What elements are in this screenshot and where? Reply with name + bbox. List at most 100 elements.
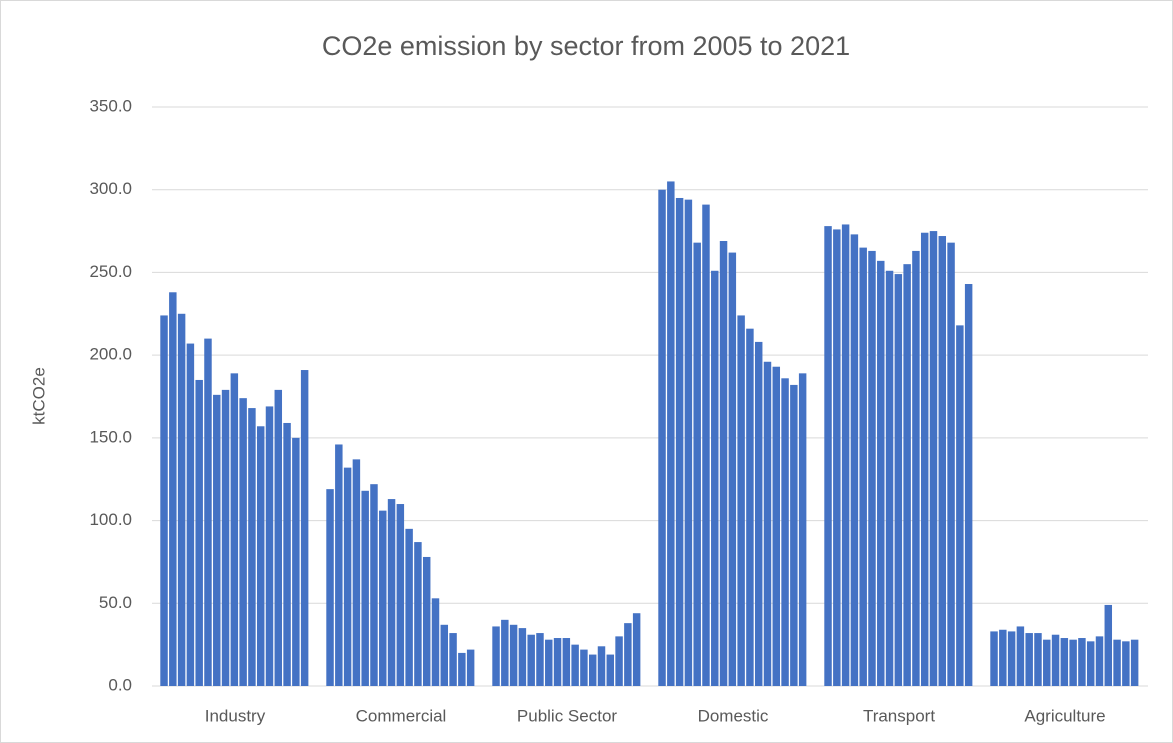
bar <box>1016 626 1025 686</box>
bar <box>675 197 684 686</box>
bar <box>343 467 352 686</box>
bar <box>571 644 579 686</box>
bar <box>859 247 867 686</box>
bar <box>1078 638 1086 686</box>
bar <box>545 639 553 686</box>
bar <box>781 378 789 686</box>
bar <box>737 315 745 686</box>
bar <box>684 199 693 686</box>
bar <box>379 510 387 686</box>
bar <box>947 242 955 686</box>
bar <box>658 189 666 686</box>
chart-title: CO2e emission by sector from 2005 to 202… <box>322 31 850 61</box>
bar <box>169 292 177 686</box>
bar <box>283 422 291 686</box>
bar <box>387 499 396 686</box>
bar <box>518 628 527 686</box>
bar <box>824 226 832 686</box>
bar <box>292 437 300 686</box>
bar <box>885 270 894 686</box>
bar <box>213 394 221 686</box>
bar <box>1043 639 1051 686</box>
bar <box>702 204 710 687</box>
bar <box>562 638 571 686</box>
bar <box>920 232 929 686</box>
bar <box>501 619 509 686</box>
bar <box>754 341 763 686</box>
bar <box>370 484 378 686</box>
bar <box>195 379 203 686</box>
bar <box>903 264 911 686</box>
bar <box>877 260 885 686</box>
bar <box>396 504 405 686</box>
x-tick-label: Transport <box>863 706 935 725</box>
bar <box>1113 639 1121 686</box>
bar <box>186 343 195 686</box>
bar <box>624 623 632 686</box>
bar <box>833 229 841 686</box>
x-tick-label: Commercial <box>356 706 447 725</box>
bar <box>929 231 938 687</box>
bar <box>772 366 781 686</box>
bar <box>719 240 728 687</box>
bar <box>177 313 186 686</box>
bar <box>588 654 597 686</box>
bar <box>964 284 973 686</box>
bar <box>239 398 247 686</box>
x-tick-label: Domestic <box>698 706 769 725</box>
bar <box>274 389 283 686</box>
bar <box>160 315 168 686</box>
bar <box>414 542 422 686</box>
bar <box>1104 604 1113 686</box>
bar <box>667 181 675 686</box>
bar <box>422 556 431 686</box>
bar <box>352 459 361 686</box>
bar <box>693 242 701 686</box>
y-tick-label: 50.0 <box>99 593 132 612</box>
bar <box>361 490 369 686</box>
bar <box>1122 641 1130 686</box>
bar <box>335 444 343 686</box>
bar <box>1095 636 1104 686</box>
bar <box>431 598 440 686</box>
bar <box>632 613 641 686</box>
bar <box>1034 633 1042 686</box>
bar <box>1025 633 1033 686</box>
bar <box>798 373 807 686</box>
bar <box>746 328 754 686</box>
bar <box>606 654 615 686</box>
bar <box>492 626 500 686</box>
bar <box>841 224 850 686</box>
bar <box>1130 639 1139 686</box>
y-tick-label: 200.0 <box>89 345 132 364</box>
bar <box>912 250 920 686</box>
bar <box>536 633 544 686</box>
bar <box>894 274 903 686</box>
bar <box>553 638 562 686</box>
bar <box>265 406 274 686</box>
x-tick-label: Agriculture <box>1024 706 1105 725</box>
bar <box>790 384 798 686</box>
bar <box>248 408 256 686</box>
bar <box>449 633 457 686</box>
bar <box>458 652 466 686</box>
y-tick-label: 350.0 <box>89 96 132 115</box>
bar <box>1007 631 1016 686</box>
bar <box>1060 638 1069 686</box>
y-tick-label: 100.0 <box>89 510 132 529</box>
y-axis-label: ktCO2e <box>29 367 48 425</box>
x-tick-label: Public Sector <box>517 706 617 725</box>
y-tick-label: 150.0 <box>89 427 132 446</box>
y-tick-label: 300.0 <box>89 179 132 198</box>
bar <box>1051 634 1060 686</box>
bar <box>1069 639 1077 686</box>
bar <box>956 325 964 686</box>
bar <box>763 361 772 686</box>
bar <box>850 234 859 686</box>
bar <box>509 624 518 686</box>
bar <box>711 270 719 686</box>
x-tick-label: Industry <box>205 706 266 725</box>
bar <box>527 634 535 686</box>
y-tick-label: 250.0 <box>89 262 132 281</box>
